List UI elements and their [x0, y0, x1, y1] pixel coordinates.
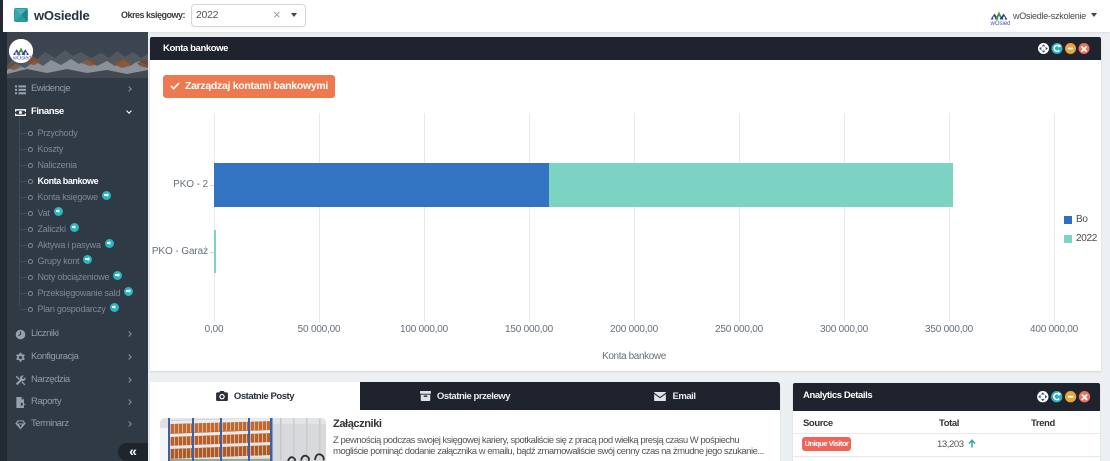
svg-text:wOsiedle: wOsiedle	[990, 21, 1011, 27]
svg-text:wOsiedle: wOsiedle	[12, 56, 33, 62]
